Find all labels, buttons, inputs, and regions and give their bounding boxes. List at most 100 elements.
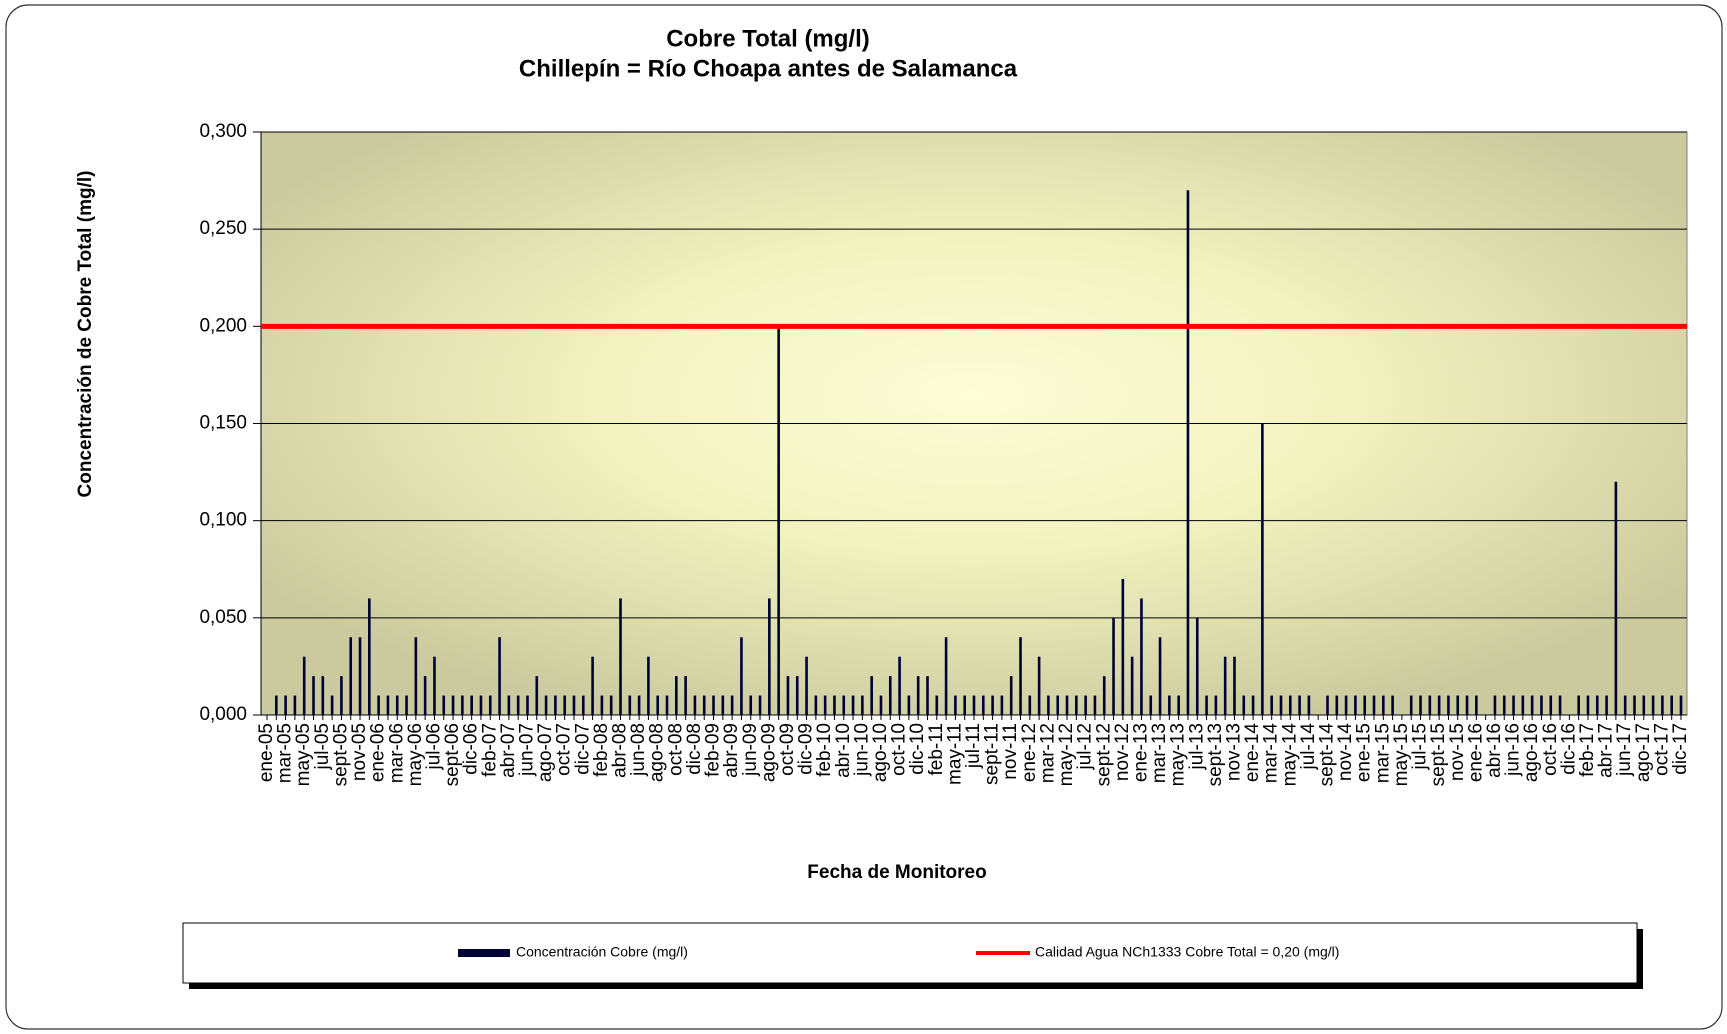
x-tick-label: ago-10 [870,723,891,782]
bar [1214,695,1218,715]
x-tick-label: jun-16 [1503,723,1524,777]
bar [1651,695,1655,715]
bar [1000,695,1004,715]
x-tick-label: feb-07 [479,723,500,777]
bar [479,695,483,715]
x-tick-label: abr-09 [721,723,742,778]
x-tick-label: ago-16 [1521,723,1542,782]
x-tick-label: may-06 [405,723,426,786]
bar [1168,695,1171,715]
bar [1298,695,1301,715]
bar [1633,695,1636,715]
bar [433,656,436,715]
bar [1121,578,1125,715]
bar [1679,695,1683,715]
bar [1223,656,1227,715]
bar [1065,695,1069,715]
bar [795,676,799,715]
x-tick-label: oct-09 [777,723,798,776]
bar [1019,637,1022,715]
bar [1344,695,1348,715]
bar [1456,695,1460,715]
x-tick-label: dic-17 [1670,723,1691,775]
bar [442,695,446,715]
x-tick-label: jun-17 [1614,723,1635,777]
x-tick-label: ago-09 [758,723,779,782]
bar [507,695,511,715]
x-tick-label: dic-06 [461,723,482,775]
y-tick-label: 0,050 [199,607,247,628]
bar [591,656,594,715]
x-tick-label: oct-07 [554,723,575,776]
x-tick-label: jun-10 [851,723,872,777]
bar [1056,695,1060,715]
x-tick-label: mar-05 [275,723,296,783]
bar [637,695,641,715]
x-tick-label: may-14 [1279,723,1300,787]
x-tick-label: dic-16 [1558,723,1579,775]
bar [888,676,892,715]
bar [1465,695,1469,715]
x-tick-label: dic-08 [684,723,705,775]
x-tick-label: sept-12 [1093,723,1114,786]
bar [972,695,976,715]
bar [1493,695,1497,715]
bar [786,676,790,715]
bar [1270,695,1273,715]
x-tick-label: abr-08 [610,723,631,778]
x-tick-label: jul-13 [1186,723,1207,770]
bar [1205,695,1208,715]
bar [879,695,883,715]
x-tick-label: jun-07 [516,723,537,777]
bar [1028,695,1032,715]
x-tick-label: mar-14 [1261,723,1282,784]
x-tick-label: may-15 [1391,723,1412,786]
bar [730,695,734,715]
bar [982,695,985,715]
x-tick-label: sept-05 [330,723,351,786]
bar [1354,695,1357,715]
x-tick-label: may-05 [293,723,314,786]
legend-label: Concentración Cobre (mg/l) [516,944,688,960]
bar [544,695,548,715]
y-tick-label: 0,200 [199,315,247,336]
x-tick-label: ene-12 [1019,723,1040,782]
bar [1149,695,1153,715]
bar [842,695,846,715]
x-tick-label: ago-08 [647,723,668,782]
bar [1075,695,1078,715]
bar [1475,695,1478,715]
bar [665,695,669,715]
bar [1391,695,1394,715]
x-tick-label: nov-12 [1112,723,1133,781]
bar [851,695,855,715]
bar [451,695,455,715]
bar [321,676,325,715]
bar [1335,695,1339,715]
x-tick-label: feb-10 [814,723,835,777]
bar [1288,695,1292,715]
bar [1195,617,1199,715]
x-tick-label: abr-07 [498,723,519,778]
x-tick-label: abr-16 [1484,723,1505,778]
bar [405,695,408,715]
x-tick-label: feb-08 [591,723,612,777]
bar [656,695,660,715]
bar [340,676,343,715]
bar [907,695,911,715]
bar [1437,695,1441,715]
x-tick-label: jun-09 [740,723,761,777]
bar [1177,695,1180,715]
y-tick-label: 0,250 [199,218,247,239]
bar [1233,656,1236,715]
x-tick-label: may-12 [1056,723,1077,786]
bar [944,637,948,715]
bar [275,695,278,715]
bar [749,695,753,715]
bar [1242,695,1246,715]
bar [1558,695,1562,715]
x-tick-label: feb-09 [703,723,724,777]
x-tick-label: jul-11 [963,723,984,769]
x-tick-label: may-13 [1168,723,1189,786]
